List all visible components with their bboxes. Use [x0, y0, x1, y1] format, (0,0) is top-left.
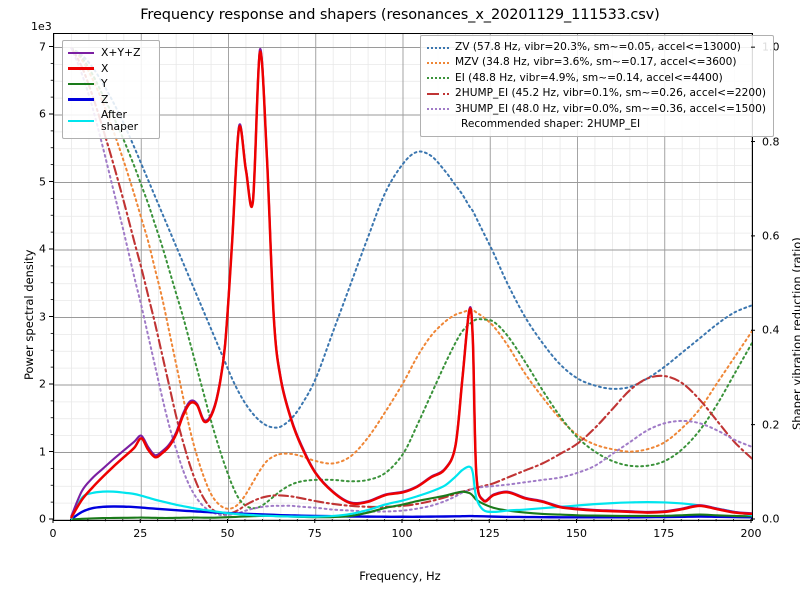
legend-label: X — [101, 61, 109, 75]
legend-label: Z — [101, 92, 109, 106]
chart-title: Frequency response and shapers (resonanc… — [140, 7, 660, 23]
x-tick-label: 100 — [391, 527, 413, 540]
y-tick-label-right: 0.2 — [762, 418, 780, 432]
y-tick-label-left: 3 — [39, 310, 46, 323]
y-tick-label-left: 5 — [39, 175, 46, 188]
legend-swatch — [68, 79, 94, 89]
legend-item-z[interactable]: Z — [68, 92, 153, 108]
legend-item-zv[interactable]: ZV (57.8 Hz, vibr=20.3%, sm~=0.05, accel… — [427, 40, 766, 55]
legend-item-mzv[interactable]: MZV (34.8 Hz, vibr=3.6%, sm~=0.17, accel… — [427, 55, 766, 70]
y-tick-label-left: 7 — [39, 40, 46, 53]
legend-label: MZV (34.8 Hz, vibr=3.6%, sm~=0.17, accel… — [455, 56, 737, 69]
legend-label: ZV (57.8 Hz, vibr=20.3%, sm~=0.05, accel… — [455, 40, 741, 53]
legend-shapers: ZV (57.8 Hz, vibr=20.3%, sm~=0.05, accel… — [420, 35, 774, 137]
x-tick-label: 50 — [220, 527, 235, 540]
legend-item-after-shaper[interactable]: After shaper — [68, 107, 153, 134]
y-tick-label-left: 2 — [39, 377, 46, 391]
legend-label: 2HUMP_EI (45.2 Hz, vibr=0.1%, sm~=0.26, … — [455, 87, 766, 100]
x-tick-label: 75 — [307, 527, 322, 540]
curve-ei — [70, 47, 752, 510]
legend-swatch — [68, 48, 94, 58]
y-tick-label-right: 0.4 — [762, 323, 780, 337]
y-axis-label-right: Shaper vibration reduction (ratio) — [790, 237, 800, 430]
legend-item-3hump_ei[interactable]: 3HUMP_EI (48.0 Hz, vibr=0.0%, sm~=0.36, … — [427, 102, 766, 117]
curve-x — [70, 50, 752, 519]
y-tick-label-left: 1 — [39, 445, 46, 458]
y-tick-label-left: 0 — [39, 512, 46, 526]
curve-zv — [70, 47, 752, 429]
psd-curves — [70, 48, 752, 520]
legend-item-x-y-z[interactable]: X+Y+Z — [68, 45, 153, 61]
x-tick-label: 150 — [566, 527, 587, 540]
shaper-curves — [70, 47, 752, 517]
legend-item-ei[interactable]: EI (48.8 Hz, vibr=4.9%, sm~=0.14, accel<… — [427, 71, 766, 86]
legend-swatch — [68, 116, 94, 126]
curve-2hump_ei — [70, 47, 752, 516]
plot-svg — [54, 34, 752, 520]
legend-swatch — [427, 73, 449, 83]
recommended-shaper-text: Recommended shaper: 2HUMP_EI — [461, 118, 641, 131]
legend-signals: X+Y+Z X Y Z After shaper — [62, 40, 160, 139]
curve-3hump_ei — [70, 47, 752, 517]
y-tick-label-right: 0.0 — [762, 512, 780, 526]
y-tick-label-left: 4 — [39, 242, 46, 256]
y-axis-label-left: Power spectral density — [22, 249, 36, 380]
x-tick-label: 125 — [478, 527, 500, 540]
legend-label: EI (48.8 Hz, vibr=4.9%, sm~=0.14, accel<… — [455, 71, 723, 84]
legend-swatch — [427, 58, 449, 68]
y-axis-exponent-label: 1e3 — [31, 20, 52, 33]
legend-item-y[interactable]: Y — [68, 76, 153, 92]
legend-label: Y — [101, 77, 108, 90]
y-tick-label-left: 6 — [39, 107, 46, 121]
legend-label: 3HUMP_EI (48.0 Hz, vibr=0.0%, sm~=0.36, … — [455, 102, 766, 115]
x-tick-label: 175 — [653, 527, 675, 540]
x-tick-label: 200 — [740, 527, 762, 540]
curve-mzv — [70, 47, 752, 510]
legend-swatch — [427, 43, 449, 53]
legend-label: X+Y+Z — [101, 46, 141, 59]
legend-swatch — [68, 63, 94, 73]
legend-item-x[interactable]: X — [68, 61, 153, 77]
legend-label: After shaper — [101, 108, 139, 133]
x-axis-label: Frequency, Hz — [359, 569, 441, 583]
legend-swatch — [427, 89, 449, 99]
y-tick-label-right: 0.8 — [762, 135, 780, 149]
legend-item-2hump_ei[interactable]: 2HUMP_EI (45.2 Hz, vibr=0.1%, sm~=0.26, … — [427, 86, 766, 101]
x-tick-label: 25 — [133, 527, 148, 540]
legend-swatch — [68, 94, 94, 104]
y-tick-label-right: 0.6 — [762, 229, 780, 243]
curve-after-shaper — [70, 465, 752, 520]
legend-swatch — [427, 104, 449, 114]
x-tick-label: 0 — [49, 527, 57, 540]
